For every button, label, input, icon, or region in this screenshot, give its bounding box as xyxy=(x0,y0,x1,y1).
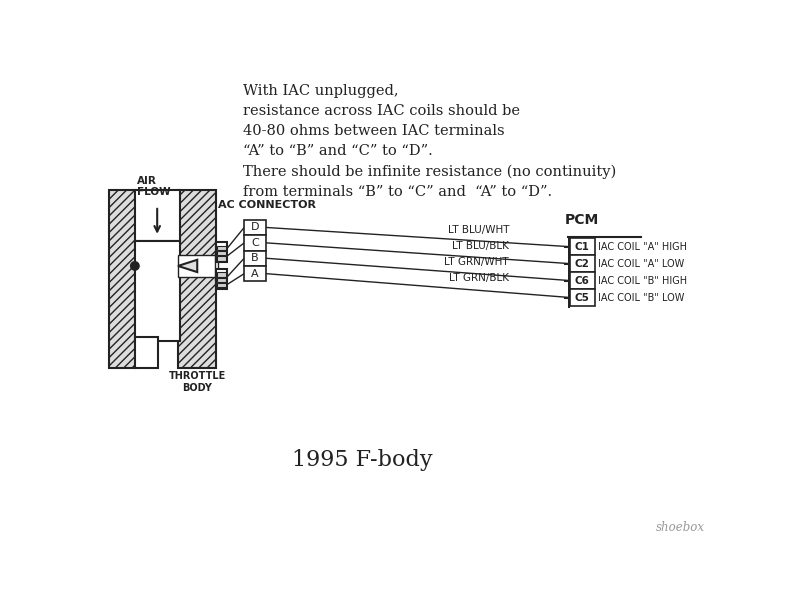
Bar xyxy=(570,289,595,306)
Text: C5: C5 xyxy=(575,293,590,302)
Bar xyxy=(178,190,216,368)
Polygon shape xyxy=(178,259,197,272)
Circle shape xyxy=(131,262,139,270)
Bar xyxy=(244,266,266,282)
Text: IAC COIL "A" HIGH: IAC COIL "A" HIGH xyxy=(599,242,687,252)
Text: With IAC unplugged,
resistance across IAC coils should be
40-80 ohms between IAC: With IAC unplugged, resistance across IA… xyxy=(243,84,617,199)
Bar xyxy=(217,283,227,288)
Text: A: A xyxy=(251,269,259,278)
Bar xyxy=(109,190,135,368)
Text: C6: C6 xyxy=(575,275,590,286)
Bar xyxy=(135,241,180,341)
Text: shoebox: shoebox xyxy=(656,521,704,534)
Text: B: B xyxy=(251,253,259,263)
Text: AIR
FLOW: AIR FLOW xyxy=(137,176,171,198)
Bar xyxy=(244,220,266,235)
Bar xyxy=(217,272,227,277)
Text: IAC COIL "B" HIGH: IAC COIL "B" HIGH xyxy=(599,275,687,286)
Text: THROTTLE
BODY: THROTTLE BODY xyxy=(169,371,226,393)
Text: D: D xyxy=(251,222,259,233)
Bar xyxy=(217,256,227,261)
Bar xyxy=(217,245,227,250)
Text: 1995 F-body: 1995 F-body xyxy=(292,449,433,471)
Text: C2: C2 xyxy=(575,259,590,269)
Text: LT GRN/BLK: LT GRN/BLK xyxy=(449,274,509,283)
Bar xyxy=(568,237,570,307)
Bar xyxy=(178,255,216,277)
Text: LT BLU/BLK: LT BLU/BLK xyxy=(452,241,509,251)
Text: IAC COIL "B" LOW: IAC COIL "B" LOW xyxy=(599,293,685,302)
Text: IAC CONNECTOR: IAC CONNECTOR xyxy=(214,200,316,210)
Bar xyxy=(135,337,158,368)
Bar xyxy=(109,190,135,368)
Text: PCM: PCM xyxy=(565,212,600,226)
Bar xyxy=(244,235,266,250)
Text: C1: C1 xyxy=(575,242,590,252)
Bar xyxy=(215,250,218,280)
Text: C: C xyxy=(251,238,259,248)
Bar xyxy=(217,251,227,255)
Bar xyxy=(570,272,595,289)
Bar xyxy=(244,250,266,266)
Text: IAC COIL "A" LOW: IAC COIL "A" LOW xyxy=(599,259,684,269)
Text: LT BLU/WHT: LT BLU/WHT xyxy=(447,225,509,235)
Bar xyxy=(216,242,227,262)
Bar xyxy=(135,190,180,241)
Bar xyxy=(570,238,595,255)
Text: LT GRN/WHT: LT GRN/WHT xyxy=(444,257,509,267)
Bar xyxy=(570,255,595,272)
Bar xyxy=(216,269,227,289)
Bar xyxy=(217,278,227,282)
Bar xyxy=(178,190,216,368)
